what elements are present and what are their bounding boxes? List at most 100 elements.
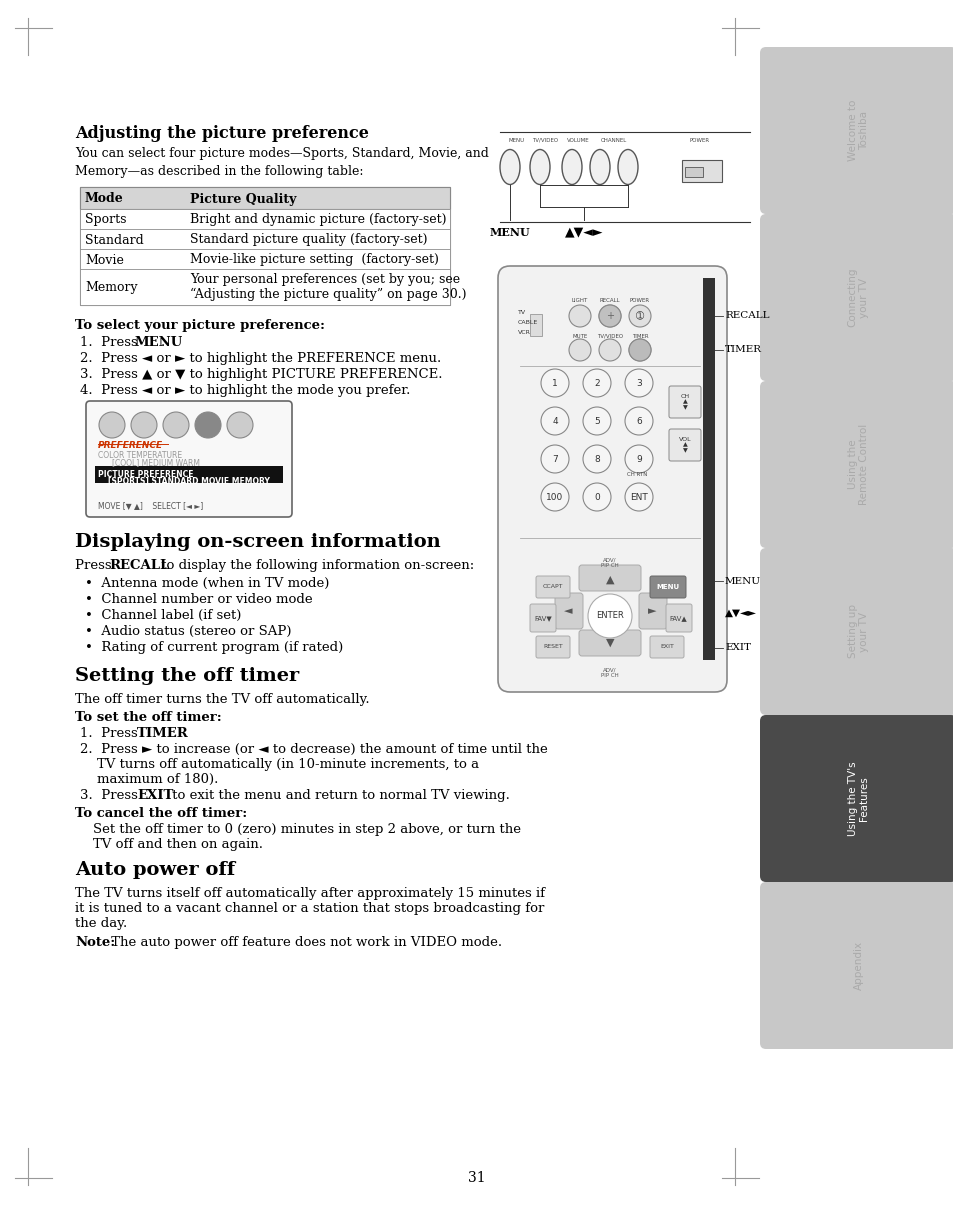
FancyBboxPatch shape (86, 402, 292, 517)
Bar (530, 314, 541, 336)
Ellipse shape (589, 150, 609, 185)
Bar (80, 187, 450, 305)
Text: Setting the off timer: Setting the off timer (75, 667, 299, 685)
Text: 3.  Press ▲ or ▼ to highlight PICTURE PREFERENCE.: 3. Press ▲ or ▼ to highlight PICTURE PRE… (80, 368, 442, 381)
Text: You can select four picture modes—Sports, Standard, Movie, and
Memory—as describ: You can select four picture modes—Sports… (75, 147, 488, 178)
Circle shape (131, 412, 157, 438)
Text: .: . (161, 336, 165, 349)
Bar (702, 279, 714, 660)
Text: PICTURE PREFERENCE: PICTURE PREFERENCE (98, 470, 193, 479)
Text: RESET: RESET (542, 644, 562, 650)
Text: CH RTN: CH RTN (626, 472, 646, 476)
Text: Setting up
your TV: Setting up your TV (847, 604, 868, 658)
Text: TV/VIDEO: TV/VIDEO (597, 334, 622, 339)
Text: ▲▼◄►: ▲▼◄► (724, 608, 757, 617)
Text: Standard picture quality (factory-set): Standard picture quality (factory-set) (190, 234, 427, 246)
Text: CABLE: CABLE (517, 321, 537, 326)
Text: Bright and dynamic picture (factory-set): Bright and dynamic picture (factory-set) (190, 213, 446, 227)
Text: .: . (172, 727, 177, 740)
Text: Using the TV's
Features: Using the TV's Features (847, 761, 868, 836)
Text: Sports: Sports (85, 213, 127, 227)
Bar (80, 187, 450, 209)
Text: Set the off timer to 0 (zero) minutes in step 2 above, or turn the: Set the off timer to 0 (zero) minutes in… (92, 822, 520, 836)
FancyBboxPatch shape (649, 576, 685, 598)
Ellipse shape (530, 150, 550, 185)
Text: FAV▼: FAV▼ (534, 615, 551, 621)
Text: Your personal preferences (set by you; see: Your personal preferences (set by you; s… (190, 273, 459, 286)
Text: MOVE [▼ ▲]    SELECT [◄ ►]: MOVE [▼ ▲] SELECT [◄ ►] (98, 500, 203, 510)
Text: Standard: Standard (85, 234, 144, 246)
Text: RECALL: RECALL (109, 560, 169, 572)
FancyBboxPatch shape (497, 267, 726, 692)
Text: ►: ► (647, 605, 656, 616)
Ellipse shape (499, 150, 519, 185)
Text: The off timer turns the TV off automatically.: The off timer turns the TV off automatic… (75, 693, 369, 706)
Text: Picture Quality: Picture Quality (190, 193, 296, 205)
Text: Movie: Movie (85, 253, 124, 267)
Text: POWER: POWER (629, 298, 649, 303)
Text: MENU: MENU (656, 584, 679, 590)
Text: Press: Press (75, 560, 115, 572)
Circle shape (628, 339, 650, 361)
Text: •  Channel number or video mode: • Channel number or video mode (85, 593, 313, 605)
Circle shape (540, 406, 568, 435)
Text: Movie-like picture setting  (factory-set): Movie-like picture setting (factory-set) (190, 253, 438, 267)
FancyBboxPatch shape (760, 381, 953, 548)
Text: POWER: POWER (689, 137, 709, 142)
FancyBboxPatch shape (536, 576, 569, 598)
Text: the day.: the day. (75, 917, 127, 930)
Circle shape (587, 595, 631, 638)
FancyBboxPatch shape (665, 604, 691, 632)
Text: “Adjusting the picture quality” on page 30.): “Adjusting the picture quality” on page … (190, 287, 466, 300)
Text: TV off and then on again.: TV off and then on again. (92, 838, 263, 851)
Text: 5: 5 (594, 416, 599, 426)
FancyBboxPatch shape (536, 636, 569, 658)
Bar (681, 160, 721, 182)
Circle shape (582, 482, 610, 511)
Text: 2.  Press ► to increase (or ◄ to decrease) the amount of time until the: 2. Press ► to increase (or ◄ to decrease… (80, 743, 547, 756)
Text: Connecting
your TV: Connecting your TV (847, 268, 868, 327)
Text: Mode: Mode (85, 193, 124, 205)
Circle shape (624, 445, 652, 473)
Text: Auto power off: Auto power off (75, 861, 234, 879)
Bar (80, 209, 450, 229)
Text: 1: 1 (552, 379, 558, 387)
FancyBboxPatch shape (668, 386, 700, 418)
FancyBboxPatch shape (668, 429, 700, 461)
Text: TV: TV (517, 310, 525, 316)
Text: CHANNEL: CHANNEL (600, 137, 626, 142)
Text: it is tuned to a vacant channel or a station that stops broadcasting for: it is tuned to a vacant channel or a sta… (75, 902, 544, 915)
Circle shape (598, 339, 620, 361)
Circle shape (582, 406, 610, 435)
Ellipse shape (618, 150, 638, 185)
Text: ADV/
PIP CH: ADV/ PIP CH (600, 668, 618, 679)
FancyBboxPatch shape (649, 636, 683, 658)
Circle shape (99, 412, 125, 438)
Text: TV/VIDEO: TV/VIDEO (532, 137, 558, 142)
Text: 2.  Press ◄ or ► to highlight the PREFERENCE menu.: 2. Press ◄ or ► to highlight the PREFERE… (80, 352, 441, 365)
Text: +: + (605, 311, 614, 321)
Circle shape (540, 445, 568, 473)
FancyBboxPatch shape (578, 630, 640, 656)
FancyBboxPatch shape (578, 564, 640, 591)
Text: ▲: ▲ (605, 575, 614, 585)
Text: EXIT: EXIT (137, 789, 173, 802)
Ellipse shape (561, 150, 581, 185)
Circle shape (568, 339, 590, 361)
Text: To cancel the off timer:: To cancel the off timer: (75, 807, 247, 820)
Circle shape (624, 369, 652, 397)
Bar (80, 269, 450, 305)
Circle shape (582, 369, 610, 397)
Text: MUTE: MUTE (572, 334, 587, 339)
Text: 7: 7 (552, 455, 558, 463)
Text: maximum of 180).: maximum of 180). (97, 773, 218, 786)
Text: 2: 2 (594, 379, 599, 387)
Circle shape (194, 412, 221, 438)
Text: CCAPT: CCAPT (542, 585, 562, 590)
Circle shape (568, 305, 590, 327)
Text: VOL
▲
▼: VOL ▲ ▼ (678, 437, 691, 453)
Text: VCR: VCR (517, 330, 530, 335)
Circle shape (540, 369, 568, 397)
Text: MENU: MENU (489, 227, 530, 238)
Text: ◄: ◄ (563, 605, 572, 616)
